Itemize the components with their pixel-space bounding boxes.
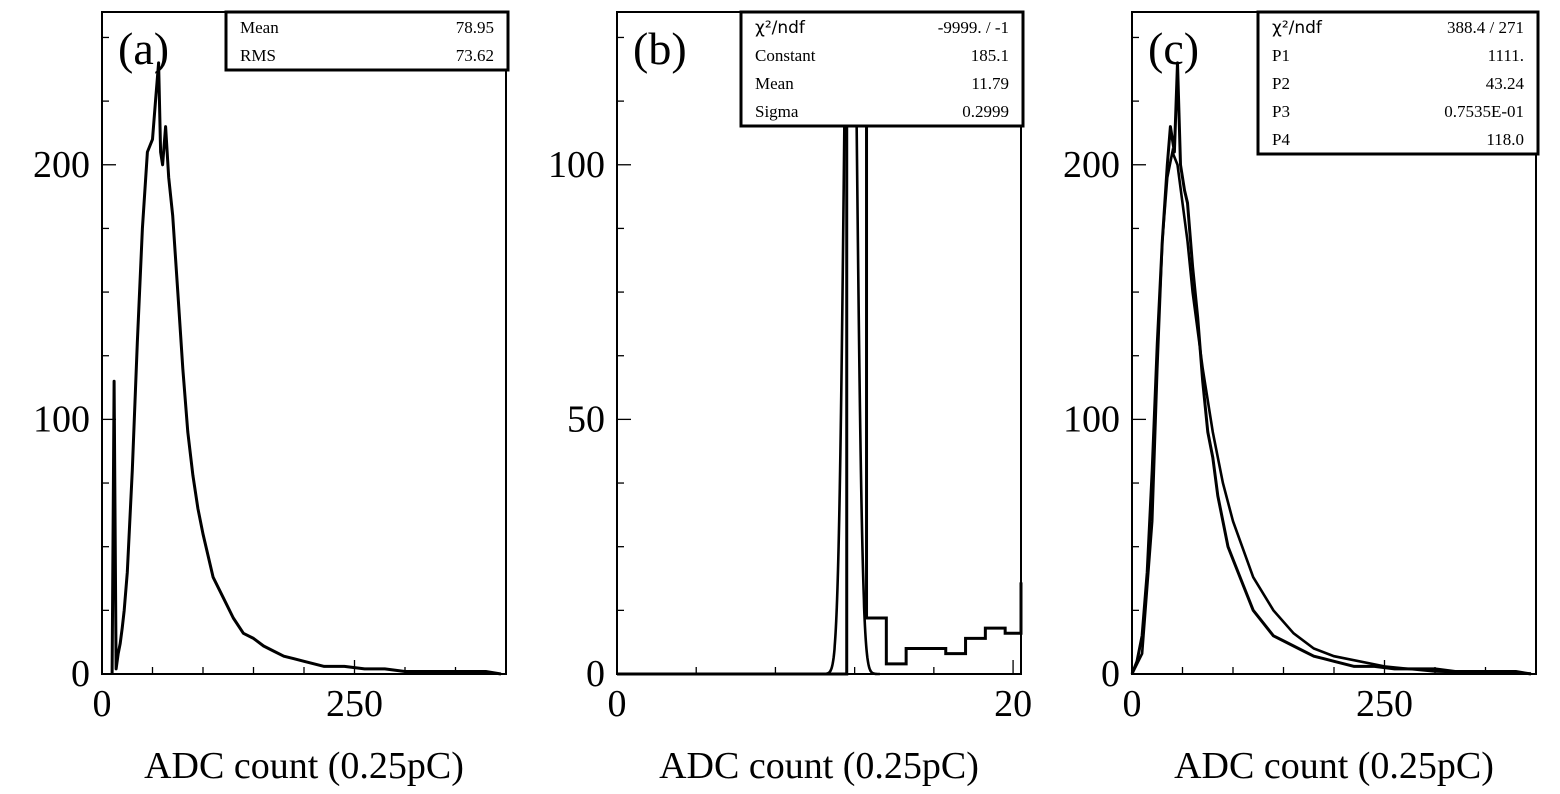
stats-box bbox=[1256, 10, 1540, 156]
y-tick-label: 100 bbox=[1063, 398, 1120, 440]
panel-a: 0 100 200 0 250 ADC count (0.25pC) (a) Mean 78.9… bbox=[33, 10, 510, 787]
stats-label: Mean bbox=[240, 18, 279, 37]
y-tick-label: 200 bbox=[33, 144, 90, 186]
stats-label: RMS bbox=[240, 46, 276, 65]
x-axis-label: ADC count (0.25pC) bbox=[659, 745, 979, 787]
stats-value: 388.4 / 271 bbox=[1447, 18, 1524, 37]
x-tick-label: 20 bbox=[994, 683, 1032, 725]
stats-value: 11.79 bbox=[971, 74, 1009, 93]
stats-value: 73.62 bbox=[456, 46, 494, 65]
panel-c: 0 100 200 0 250 ADC count (0.25pC) (c) χ²/ndf 38… bbox=[1063, 10, 1540, 787]
stats-label: χ²/ndf bbox=[1272, 18, 1323, 38]
stats-value: 78.95 bbox=[456, 18, 494, 37]
plot-frame bbox=[101, 11, 507, 675]
y-tick-label: 0 bbox=[1101, 653, 1120, 695]
y-tick-label: 0 bbox=[586, 653, 605, 695]
stats-label: P3 bbox=[1272, 102, 1290, 121]
stats-label: χ²/ndf bbox=[755, 18, 806, 38]
y-tick-label: 100 bbox=[33, 398, 90, 440]
y-tick-label: 200 bbox=[1063, 144, 1120, 186]
stats-label: Constant bbox=[755, 46, 816, 65]
stats-value: 0.7535E-01 bbox=[1444, 102, 1524, 121]
stats-value: 118.0 bbox=[1486, 130, 1524, 149]
stats-box bbox=[739, 10, 1025, 128]
x-tick-label: 0 bbox=[93, 683, 112, 725]
x-tick-label: 0 bbox=[608, 683, 627, 725]
panel-label: (a) bbox=[118, 23, 169, 74]
stats-label: Sigma bbox=[755, 102, 799, 121]
x-axis-label: ADC count (0.25pC) bbox=[144, 745, 464, 787]
histogram-series bbox=[110, 61, 502, 676]
stats-value: 1111. bbox=[1488, 46, 1524, 65]
histogram-series bbox=[1130, 61, 1532, 676]
panel-label: (c) bbox=[1148, 23, 1199, 74]
stats-value: 185.1 bbox=[971, 46, 1009, 65]
x-tick-label: 250 bbox=[1356, 683, 1413, 725]
x-tick-label: 0 bbox=[1123, 683, 1142, 725]
y-tick-label: 50 bbox=[567, 398, 605, 440]
stats-box bbox=[224, 10, 510, 72]
stats-label: P4 bbox=[1272, 130, 1290, 149]
panel-label: (b) bbox=[633, 23, 687, 74]
x-axis-label: ADC count (0.25pC) bbox=[1174, 745, 1494, 787]
stats-label: P2 bbox=[1272, 74, 1290, 93]
stats-label: Mean bbox=[755, 74, 794, 93]
x-tick-label: 250 bbox=[326, 683, 383, 725]
stats-value: 43.24 bbox=[1486, 74, 1525, 93]
y-tick-label: 100 bbox=[548, 144, 605, 186]
histogram-series bbox=[617, 76, 1023, 676]
stats-value: 0.2999 bbox=[962, 102, 1009, 121]
panel-b: 0 50 100 0 20 ADC count (0.25pC) (b) χ²/ndf -999… bbox=[548, 10, 1032, 787]
stats-value: -9999. / -1 bbox=[938, 18, 1009, 37]
stats-label: P1 bbox=[1272, 46, 1290, 65]
y-tick-label: 0 bbox=[71, 653, 90, 695]
fit-curve bbox=[1130, 147, 1532, 675]
